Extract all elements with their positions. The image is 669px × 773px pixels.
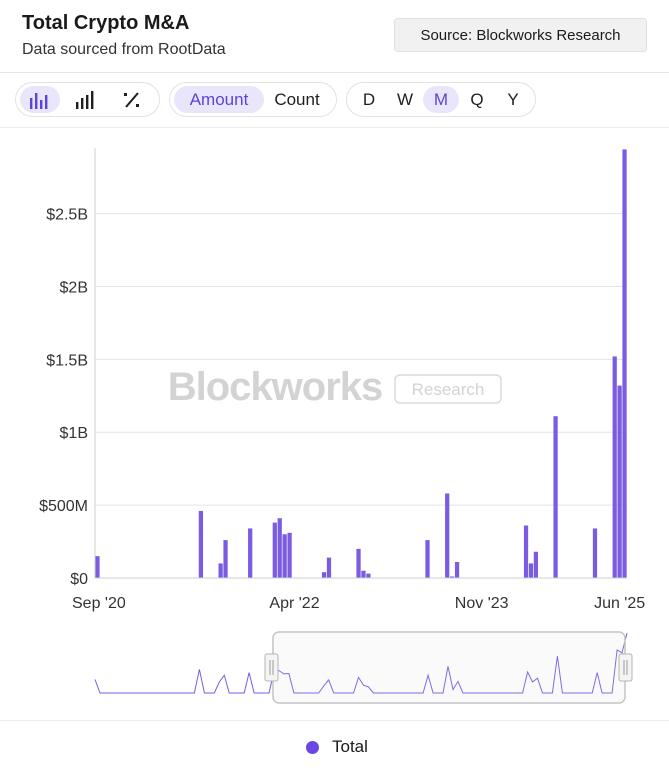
interval-year-button[interactable]: Y: [507, 89, 519, 109]
x-tick-label: Jun '25: [594, 595, 645, 612]
bar[interactable]: [622, 149, 627, 578]
bar[interactable]: [326, 557, 332, 578]
bar[interactable]: [277, 518, 282, 578]
chart-subtitle: Data sourced from RootData: [22, 41, 226, 58]
x-tick-label: Sep '20: [72, 595, 126, 612]
bar[interactable]: [95, 556, 100, 578]
legend-item-total[interactable]: Total: [306, 737, 368, 757]
bar[interactable]: [248, 528, 253, 578]
x-tick-label: Apr '22: [269, 595, 319, 612]
chart-toolbar: Amount Count D W M Q Y: [0, 72, 669, 128]
bar[interactable]: [528, 563, 534, 578]
bar[interactable]: [272, 522, 277, 578]
legend-label: Total: [332, 737, 368, 756]
bar[interactable]: [592, 528, 598, 578]
bar[interactable]: [366, 573, 371, 578]
interval-month-button[interactable]: M: [423, 86, 459, 113]
interval-quarter-button[interactable]: Q: [470, 89, 484, 109]
watermark: Blockworks Research: [168, 365, 502, 409]
bar-chart-icon[interactable]: [20, 86, 60, 113]
watermark-badge: Research: [412, 380, 485, 399]
bar[interactable]: [361, 570, 366, 578]
percent-icon[interactable]: [112, 86, 152, 113]
y-tick-label: $2.5B: [46, 207, 88, 224]
chart-header: Total Crypto M&A Data sourced from RootD…: [0, 0, 669, 73]
navigator-left-handle[interactable]: [264, 653, 279, 682]
bar[interactable]: [282, 534, 287, 578]
y-axis-ticks: $0 $500M $1B $1.5B $2B $2.5B: [39, 207, 88, 588]
stacked-bar-chart-icon[interactable]: [66, 86, 106, 113]
grid-lines: [95, 213, 627, 506]
bar[interactable]: [445, 493, 450, 578]
bar[interactable]: [553, 416, 558, 578]
navigator-window[interactable]: [272, 631, 626, 704]
metric-count-button[interactable]: Count: [274, 89, 320, 109]
bar[interactable]: [533, 551, 538, 578]
source-button[interactable]: Source: Blockworks Research: [394, 18, 647, 52]
bar[interactable]: [450, 576, 455, 578]
interval-day-button[interactable]: D: [362, 89, 376, 109]
bar[interactable]: [198, 510, 204, 578]
chart-legend: Total: [0, 720, 669, 773]
navigator-right-handle[interactable]: [618, 653, 633, 682]
bar[interactable]: [425, 540, 430, 578]
navigator-line: [94, 632, 628, 694]
bar[interactable]: [612, 356, 617, 578]
interval-week-button[interactable]: W: [396, 89, 414, 109]
y-tick-label: $1.5B: [46, 352, 88, 369]
bar[interactable]: [454, 561, 460, 578]
interval-group: D W M Q Y: [346, 82, 536, 117]
legend-swatch: [306, 740, 319, 754]
bar-series: [95, 149, 627, 578]
watermark-badge-frame: [394, 374, 502, 404]
metric-group: Amount Count: [169, 82, 337, 117]
bar[interactable]: [356, 548, 361, 578]
bar[interactable]: [321, 572, 327, 578]
bar[interactable]: [523, 525, 529, 578]
y-tick-label: $2B: [60, 279, 88, 296]
x-tick-label: Nov '23: [455, 595, 509, 612]
y-tick-label: $0: [70, 571, 88, 588]
metric-amount-button[interactable]: Amount: [174, 86, 264, 113]
chart-title: Total Crypto M&A: [22, 12, 190, 34]
chart-type-group: [15, 82, 160, 117]
y-tick-label: $1B: [60, 425, 88, 442]
bar-chart: $0 $500M $1B $1.5B $2B $2.5B Blockworks Resea…: [39, 148, 645, 704]
watermark-brand: Blockworks: [168, 365, 383, 409]
bar[interactable]: [218, 563, 223, 578]
x-axis-ticks: Sep '20 Apr '22 Nov '23 Jun '25: [72, 595, 645, 612]
range-navigator: [94, 631, 633, 704]
y-tick-label: $500M: [39, 498, 88, 515]
bar[interactable]: [287, 532, 292, 578]
bar[interactable]: [223, 540, 228, 578]
bar[interactable]: [617, 385, 622, 578]
